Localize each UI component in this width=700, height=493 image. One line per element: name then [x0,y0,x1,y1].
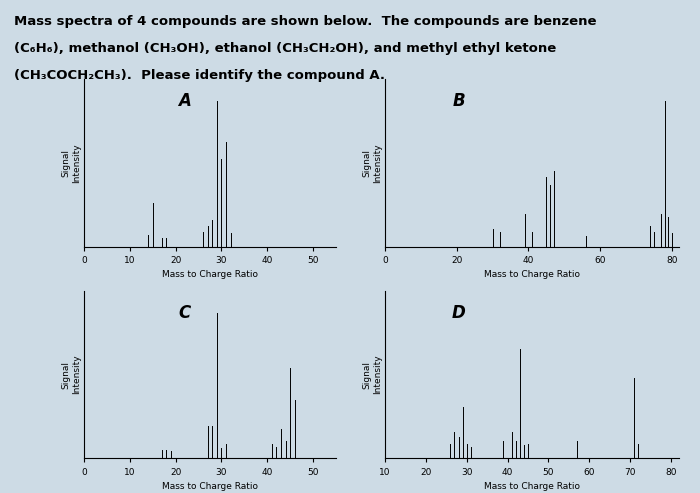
X-axis label: Mass to Charge Ratio: Mass to Charge Ratio [484,270,580,279]
Text: D: D [452,304,466,322]
X-axis label: Mass to Charge Ratio: Mass to Charge Ratio [484,482,580,491]
Text: Mass spectra of 4 compounds are shown below.  The compounds are benzene: Mass spectra of 4 compounds are shown be… [14,15,596,28]
Text: (CH₃COCH₂CH₃).  Please identify the compound A.: (CH₃COCH₂CH₃). Please identify the compo… [14,69,385,82]
Text: (C₆H₆), methanol (CH₃OH), ethanol (CH₃CH₂OH), and methyl ethyl ketone: (C₆H₆), methanol (CH₃OH), ethanol (CH₃CH… [14,42,556,55]
Y-axis label: Signal
Intensity: Signal Intensity [363,355,382,394]
Y-axis label: Signal
Intensity: Signal Intensity [62,355,81,394]
X-axis label: Mass to Charge Ratio: Mass to Charge Ratio [162,270,258,279]
Text: A: A [178,92,191,110]
Y-axis label: Signal
Intensity: Signal Intensity [363,143,382,182]
X-axis label: Mass to Charge Ratio: Mass to Charge Ratio [162,482,258,491]
Y-axis label: Signal
Intensity: Signal Intensity [62,143,81,182]
Text: B: B [452,92,465,110]
Text: C: C [178,304,191,322]
